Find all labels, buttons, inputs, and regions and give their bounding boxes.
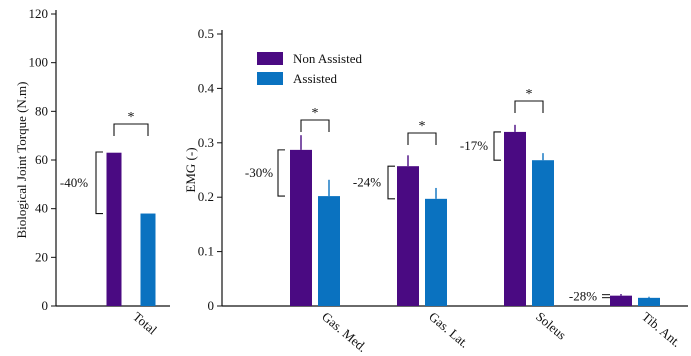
emg-panel: 0 0.1 0.2 0.3 0.4 0.5 EMG (-) Gas. Med. Gas. Lat…	[183, 26, 688, 355]
y-tick-label: 60	[35, 152, 48, 167]
reduction-bracket	[277, 149, 285, 197]
x-tick-label: Total	[130, 309, 160, 338]
significance-star: *	[128, 110, 135, 125]
reduction-label: -30%	[245, 165, 273, 180]
bar	[638, 297, 660, 306]
bar	[532, 160, 554, 306]
y-tick-label: 100	[29, 55, 49, 70]
reduction-label: -17%	[460, 138, 488, 153]
significance-bracket	[407, 132, 437, 145]
reduction-label: -28%	[569, 289, 597, 304]
y-tick-label: 120	[29, 6, 49, 21]
x-tick-label: Gas. Med.	[319, 309, 370, 355]
significance-star: *	[526, 87, 533, 102]
y-axis-title: EMG (-)	[183, 147, 198, 192]
reduction-label: -40%	[60, 175, 88, 190]
reduction-bracket	[95, 151, 103, 215]
reduction-label: -24%	[353, 175, 381, 190]
x-tick-label: Soleus	[533, 309, 569, 343]
legend-swatch	[257, 52, 283, 65]
y-tick-label: 0.5	[198, 26, 214, 41]
bar	[318, 196, 340, 306]
bar	[610, 295, 632, 306]
reduction-bracket	[493, 131, 501, 161]
significance-star: *	[419, 119, 426, 134]
significance-bracket	[514, 100, 544, 113]
torque-panel: 0 20 40 60 80 100 120 Biological Joint Torque (…	[14, 6, 170, 338]
y-tick-label: 20	[35, 249, 48, 264]
y-tick-label: 0	[208, 298, 215, 313]
significance-bracket	[300, 119, 330, 132]
y-tick-label: 0.4	[198, 80, 215, 95]
bar	[140, 213, 156, 306]
y-tick-label: 0.1	[198, 244, 214, 259]
bar	[290, 149, 312, 306]
bar	[397, 166, 419, 306]
y-axis-title: Biological Joint Torque (N.m)	[14, 82, 29, 239]
y-tick-label: 0.3	[198, 135, 214, 150]
reduction-bracket	[387, 165, 395, 200]
y-tick-label: 0.2	[198, 189, 214, 204]
bar	[106, 152, 122, 306]
significance-star: *	[312, 106, 319, 121]
bar	[425, 198, 447, 306]
y-tick-label: 80	[35, 103, 48, 118]
x-tick-label: Gas. Lat.	[426, 309, 472, 351]
legend-label: Non Assisted	[293, 51, 362, 66]
y-tick-label: 0	[42, 298, 49, 313]
y-tick-label: 40	[35, 201, 48, 216]
significance-bracket	[113, 123, 149, 136]
legend-swatch	[257, 72, 283, 85]
x-tick-label: Tib. Ant.	[639, 309, 684, 350]
bar	[504, 131, 526, 306]
legend-label: Assisted	[293, 71, 338, 86]
